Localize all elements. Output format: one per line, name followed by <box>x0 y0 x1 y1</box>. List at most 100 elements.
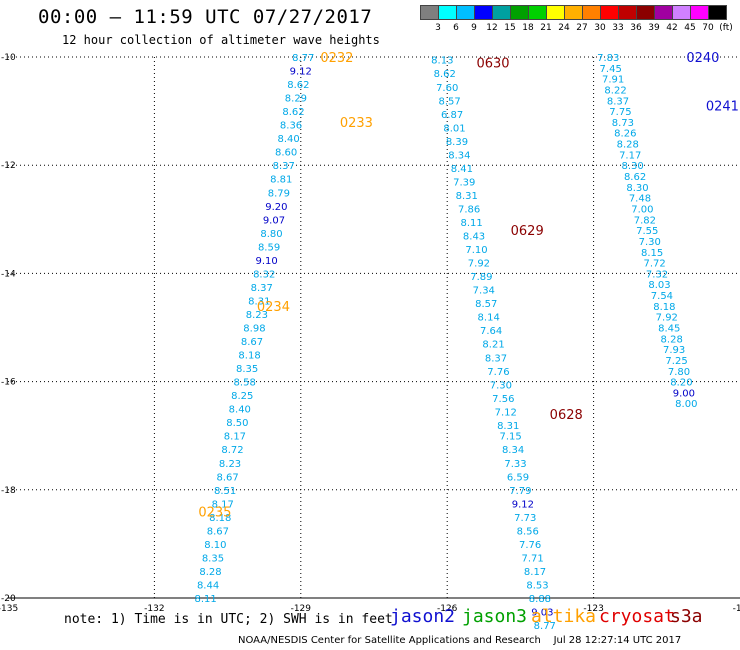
data-point-label: 8.67 <box>241 337 263 348</box>
data-point-label: 8.72 <box>221 445 243 456</box>
data-point-label: 8.18 <box>238 351 260 362</box>
data-point-label: 8.62 <box>624 172 646 183</box>
data-point-label: 8.23 <box>246 310 268 321</box>
data-point-label: 7.32 <box>646 269 668 280</box>
data-point-label: 7.64 <box>480 326 502 337</box>
data-point-label: 8.32 <box>253 269 275 280</box>
data-point-label: 8.34 <box>448 150 470 161</box>
data-point-label: 8.17 <box>212 499 234 510</box>
data-point-label: 8.58 <box>234 378 256 389</box>
data-point-label: 8.36 <box>280 121 302 132</box>
satellite-label-jason2: jason2 <box>390 606 456 627</box>
data-point-label: 8.10 <box>204 540 226 551</box>
legend-label: 21 <box>540 23 552 33</box>
data-point-label: 7.86 <box>458 204 480 215</box>
x-tick-label: -126 <box>437 604 458 614</box>
legend-label: 27 <box>576 23 588 33</box>
data-point-label: 7.34 <box>473 286 495 297</box>
data-point-label: 7.83 <box>597 53 619 64</box>
pass-time-label: 0235 <box>198 505 231 520</box>
data-point-label: 8.25 <box>231 391 253 402</box>
data-point-label: 8.21 <box>482 340 504 351</box>
data-point-label: 7.91 <box>602 75 624 86</box>
data-point-label: 8.40 <box>229 405 251 416</box>
data-point-label: 7.71 <box>521 553 543 564</box>
data-point-label: 7.92 <box>656 313 678 324</box>
data-point-label: 6.59 <box>507 472 529 483</box>
data-point-label: 7.82 <box>634 215 656 226</box>
data-point-label: 8.62 <box>434 69 456 80</box>
data-point-label: 8.22 <box>604 85 626 96</box>
pass-time-label: 0241 <box>706 100 739 115</box>
data-point-label: 8.41 <box>451 164 473 175</box>
data-point-label: 8.67 <box>207 526 229 537</box>
satellite-label-altika: altika <box>531 606 597 627</box>
data-point-label: 7.73 <box>514 513 536 524</box>
data-point-label: 8.40 <box>277 134 299 145</box>
data-point-label: 8.88 <box>529 594 551 605</box>
data-point-label: 8.35 <box>202 553 224 564</box>
data-point-label: 8.56 <box>517 526 539 537</box>
data-point-label: 7.72 <box>643 259 665 270</box>
data-point-label: 8.03 <box>648 280 670 291</box>
pass-time-label: 0232 <box>320 51 353 66</box>
legend-label: 9 <box>471 23 477 33</box>
data-point-label: 8.37 <box>607 96 629 107</box>
satellite-label-jason3: jason3 <box>462 606 528 627</box>
data-point-label: 7.48 <box>629 194 651 205</box>
data-point-label: 9.00 <box>673 388 695 399</box>
data-point-label: 7.75 <box>609 107 631 118</box>
data-point-label: 8.31 <box>456 191 478 202</box>
pass-time-label: 0233 <box>340 116 373 131</box>
data-point-label: 8.53 <box>526 580 548 591</box>
data-point-label: 8.11 <box>460 218 482 229</box>
data-point-label: 8.57 <box>439 96 461 107</box>
data-point-label: 8.15 <box>641 248 663 259</box>
legend-label: 18 <box>522 23 534 33</box>
data-point-label: 9.12 <box>512 499 534 510</box>
data-point-label: 8.14 <box>478 313 500 324</box>
pass-time-label: 0240 <box>686 51 719 66</box>
data-point-label: 9.07 <box>263 215 285 226</box>
data-point-label: 7.54 <box>651 291 673 302</box>
data-point-label: 8.59 <box>258 242 280 253</box>
data-point-label: 7.56 <box>492 394 514 405</box>
data-point-label: 7.30 <box>490 380 512 391</box>
y-tick-label: -18 <box>1 486 16 496</box>
data-point-label: 8.51 <box>214 486 236 497</box>
data-point-label: 7.93 <box>663 345 685 356</box>
legend-label: 15 <box>504 23 516 33</box>
chart-subtitle: 12 hour collection of altimeter wave hei… <box>62 33 380 47</box>
data-point-label: 7.39 <box>453 177 475 188</box>
legend-label: 70 <box>702 23 714 33</box>
footer-note: note: 1) Time is in UTC; 2) SWH is in fe… <box>64 612 393 627</box>
data-point-label: 8.17 <box>224 432 246 443</box>
data-point-label: 6.87 <box>441 110 463 121</box>
data-point-label: 8.01 <box>443 123 465 134</box>
data-point-label: 8.28 <box>617 140 639 151</box>
data-point-label: 8.80 <box>260 229 282 240</box>
pass-time-label: 0629 <box>511 224 544 239</box>
data-point-label: 8.81 <box>270 175 292 186</box>
credit-line: NOAA/NESDIS Center for Satellite Applica… <box>238 635 682 646</box>
legend-label: 42 <box>666 23 678 33</box>
data-point-label: 8.77 <box>292 53 314 64</box>
legend-label: 36 <box>630 23 642 33</box>
legend-label: 6 <box>453 23 459 33</box>
y-tick-label: -16 <box>1 378 16 388</box>
data-point-label: 7.30 <box>639 237 661 248</box>
legend-label: 45 <box>684 23 696 33</box>
legend-label: 3 <box>435 23 441 33</box>
data-point-label: 7.80 <box>668 367 690 378</box>
pass-time-label: 0234 <box>257 300 290 315</box>
data-point-label: 8.44 <box>197 580 219 591</box>
legend-swatch <box>708 5 727 20</box>
data-point-label: 9.03 <box>531 608 553 619</box>
data-point-label: 7.45 <box>600 64 622 75</box>
data-point-label: 8.39 <box>446 137 468 148</box>
data-point-label: 7.00 <box>631 204 653 215</box>
legend-label: 33 <box>612 23 624 33</box>
data-point-label: 8.31 <box>497 421 519 432</box>
data-point-label: 7.25 <box>665 356 687 367</box>
